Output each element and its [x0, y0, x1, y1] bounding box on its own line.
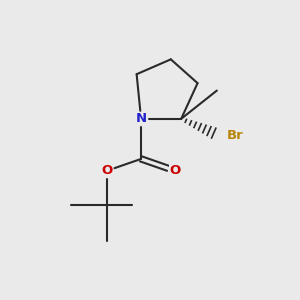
- Text: N: N: [136, 112, 147, 125]
- Text: O: O: [101, 164, 112, 177]
- Text: O: O: [169, 164, 181, 177]
- Text: Br: Br: [226, 129, 243, 142]
